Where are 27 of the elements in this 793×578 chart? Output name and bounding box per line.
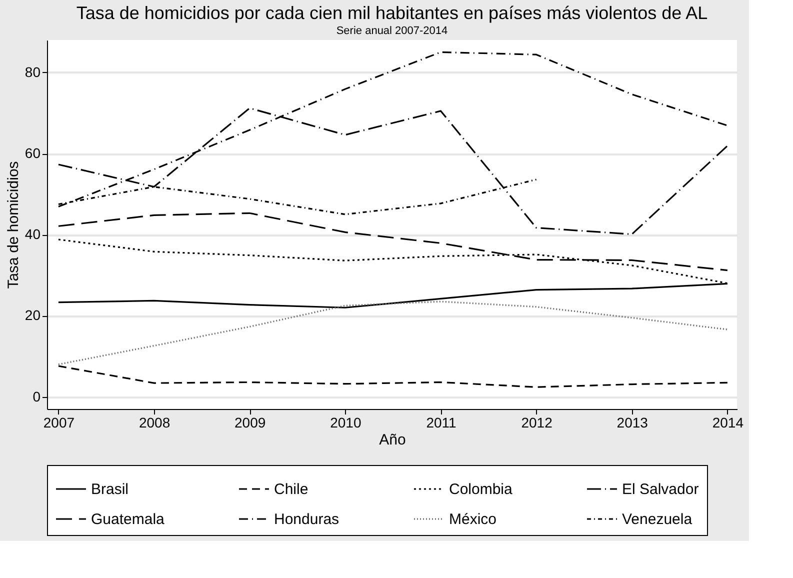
legend-label: El Salvador (622, 481, 699, 498)
x-tick-label: 2012 (521, 414, 553, 430)
legend-label: Chile (274, 481, 308, 498)
x-tick-label: 2009 (234, 414, 266, 430)
x-tick-label: 2010 (330, 414, 362, 430)
legend-label: Venezuela (622, 511, 693, 528)
legend-label: Brasil (91, 481, 129, 498)
line-series (58, 365, 728, 388)
y-tick-label: 40 (24, 226, 41, 242)
legend-label: Colombia (449, 481, 514, 498)
x-tick-label: 2008 (138, 414, 170, 430)
x-axis-title: Año (379, 432, 406, 448)
chart-title: Tasa de homicidios por cada cien mil habitantes en países más violentos de AL (76, 3, 708, 23)
line-series (58, 300, 728, 366)
y-tick-label: 60 (24, 145, 41, 162)
legend-label: México (449, 511, 497, 528)
chart-subtitle: Serie anual 2007-2014 (336, 25, 448, 37)
legend-label: Honduras (274, 511, 340, 528)
x-tick-label: 2011 (426, 414, 457, 430)
y-axis-title: Tasa de homicidios (4, 161, 22, 289)
y-tick-label: 20 (24, 307, 41, 324)
y-tick-label: 0 (32, 388, 41, 404)
legend-label: Guatemala (91, 511, 166, 528)
x-tick-label: 2007 (43, 414, 75, 430)
y-tick-label: 80 (24, 64, 41, 80)
x-tick-label: 2014 (712, 414, 744, 430)
x-tick-label: 2013 (616, 414, 648, 430)
